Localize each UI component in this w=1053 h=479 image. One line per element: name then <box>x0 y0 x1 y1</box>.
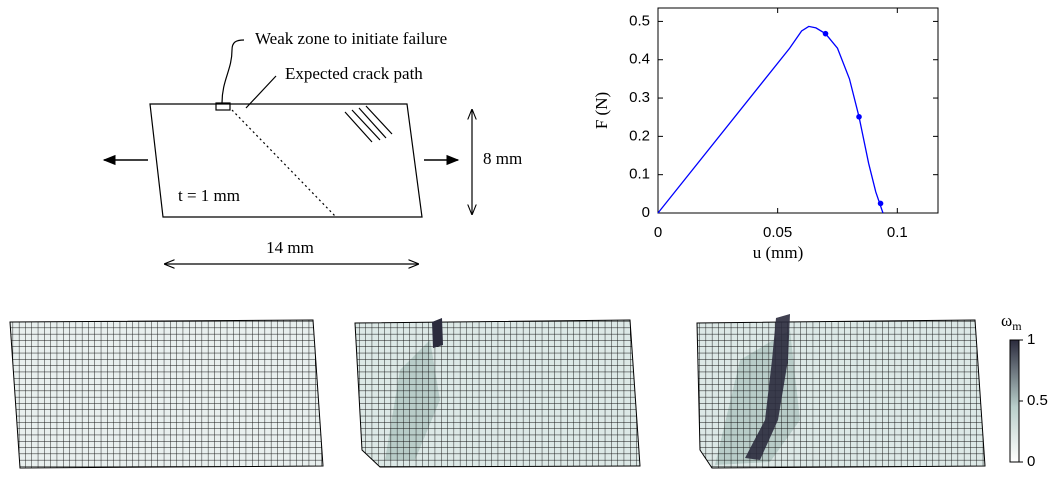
leader <box>246 76 276 108</box>
annotation: Expected crack path <box>285 64 423 83</box>
y-tick-label: 0.4 <box>629 51 650 68</box>
y-axis-label: F (N) <box>592 92 611 129</box>
figure: Weak zone to initiate failure Expected c… <box>0 0 1053 479</box>
y-tick-label: 0.2 <box>629 127 650 144</box>
y-tick-label: 0.1 <box>629 166 650 183</box>
point <box>878 201 884 207</box>
colorbar <box>1010 340 1019 462</box>
plot-frame <box>658 8 938 213</box>
x-tick-label: 0 <box>654 224 662 241</box>
line <box>658 26 883 213</box>
y-tick-label: 0.3 <box>629 89 650 106</box>
colorbar-tick-label: 0 <box>1027 453 1035 470</box>
point <box>856 114 862 120</box>
colorbar-label: ωm <box>1001 311 1022 333</box>
mesh-3 <box>697 314 985 468</box>
mesh-2 <box>355 318 640 467</box>
leader <box>222 40 244 103</box>
colorbar-tick-label: 1 <box>1027 331 1035 348</box>
annotation: t = 1 mm <box>178 186 240 205</box>
hatch <box>345 106 392 142</box>
crack-path <box>232 110 336 217</box>
symbol: ω <box>1001 311 1012 330</box>
colorbar-tick-label: 0.5 <box>1027 392 1048 409</box>
y-tick-label: 0 <box>642 204 650 221</box>
annotation: 8 mm <box>483 149 522 168</box>
x-tick-label: 0.05 <box>763 224 792 241</box>
mesh-1 <box>10 320 323 468</box>
point <box>823 31 829 37</box>
annotation: Weak zone to initiate failure <box>255 29 447 48</box>
y-tick-label: 0.5 <box>629 12 650 29</box>
x-tick-label: 0.1 <box>887 224 908 241</box>
annotation: 14 mm <box>266 238 314 257</box>
x-axis-label: u (mm) <box>753 243 804 262</box>
subscript: m <box>1012 319 1022 333</box>
